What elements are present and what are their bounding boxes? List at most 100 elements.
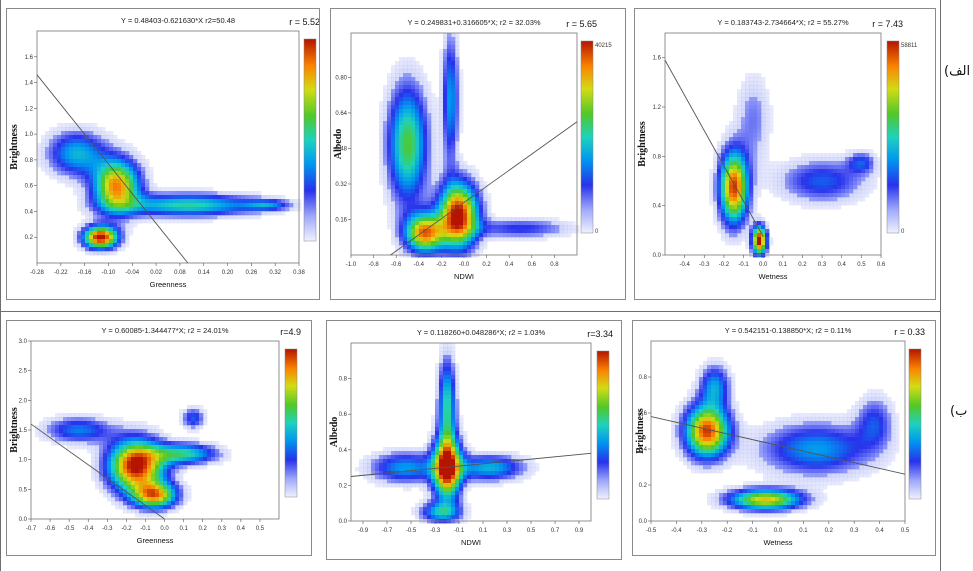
density-cell [463,515,468,520]
density-cell [157,199,162,204]
density-cell [435,427,440,432]
density-cell [103,493,108,498]
density-cell [253,199,258,204]
density-cell [119,433,124,438]
density-cell [527,475,532,480]
density-cell [869,181,874,186]
x-tick-label: 0.2 [482,262,491,268]
density-cell [93,179,98,184]
density-cell [761,181,766,186]
density-cell [515,475,520,480]
density-cell [151,473,156,478]
density-cell [427,153,432,158]
density-cell [711,385,716,390]
density-cell [415,121,420,126]
density-cell [387,97,392,102]
density-cell [801,165,806,170]
density-cell [101,239,106,244]
density-cell [407,121,412,126]
density-cell [741,125,746,130]
density-cell [805,189,810,194]
density-cell [809,157,814,162]
density-cell [111,417,116,422]
density-cell [213,215,218,220]
density-cell [703,361,708,366]
density-cell [415,447,420,452]
density-cell [105,155,110,160]
density-cell [79,421,84,426]
density-cell [427,93,432,98]
density-cell [411,165,416,170]
density-cell [483,241,488,246]
density-cell [463,483,468,488]
density-cell [241,207,246,212]
density-cell [179,505,184,510]
density-cell [749,109,754,114]
density-cell [407,109,412,114]
chart-svg-5: -0.9 -0.7 -0.5 -0.3 -0.1 0.1 0.3 0.5 0.7 0.90.00.… [329,328,613,547]
density-cell [745,201,750,206]
density-cell [179,409,184,414]
density-cell [455,507,460,512]
density-cell [423,189,428,194]
density-cell [415,165,420,170]
density-cell [139,509,144,514]
density-cell [531,229,536,234]
density-cell [391,213,396,218]
density-cell [463,479,468,484]
density-cell [729,161,734,166]
density-cell [761,125,766,130]
density-cell [399,209,404,214]
density-cell [85,239,90,244]
density-cell [459,161,464,166]
density-cell [205,211,210,216]
density-cell [191,413,196,418]
density-cell [455,69,460,74]
density-cell [85,139,90,144]
density-cell [439,117,444,122]
density-cell [153,183,158,188]
density-cell [395,237,400,242]
density-cell [419,89,424,94]
density-cell [761,129,766,134]
density-cell [103,449,108,454]
density-cell [499,467,504,472]
density-cell [459,177,464,182]
density-cell [131,501,136,506]
density-cell [423,181,428,186]
density-cell [439,475,444,480]
density-cell [81,159,86,164]
density-cell [535,229,540,234]
density-cell [443,387,448,392]
density-cell [215,441,220,446]
density-cell [45,167,50,172]
density-cell [503,467,508,472]
density-cell [411,507,416,512]
density-cell [65,135,70,140]
density-cell [391,137,396,142]
density-cell [201,191,206,196]
density-cell [753,153,758,158]
density-cell [379,463,384,468]
density-cell [511,221,516,226]
density-cell [85,159,90,164]
density-cell [463,209,468,214]
density-cell [203,445,208,450]
x-tick-label: -0.28 [30,270,44,276]
density-cell [495,479,500,484]
density-cell [813,173,818,178]
density-cell [703,377,708,382]
density-cell [187,497,192,502]
density-cell [85,143,90,148]
density-cell [395,129,400,134]
density-cell [99,473,104,478]
density-cell [467,177,472,182]
density-cell [757,229,762,234]
y-tick-label: 0.4 [339,448,348,454]
density-cell [121,227,126,232]
density-cell [511,455,516,460]
density-cell [167,481,172,486]
density-cell [691,405,696,410]
density-cell [171,453,176,458]
x-tick-label: 0.7 [551,528,560,534]
